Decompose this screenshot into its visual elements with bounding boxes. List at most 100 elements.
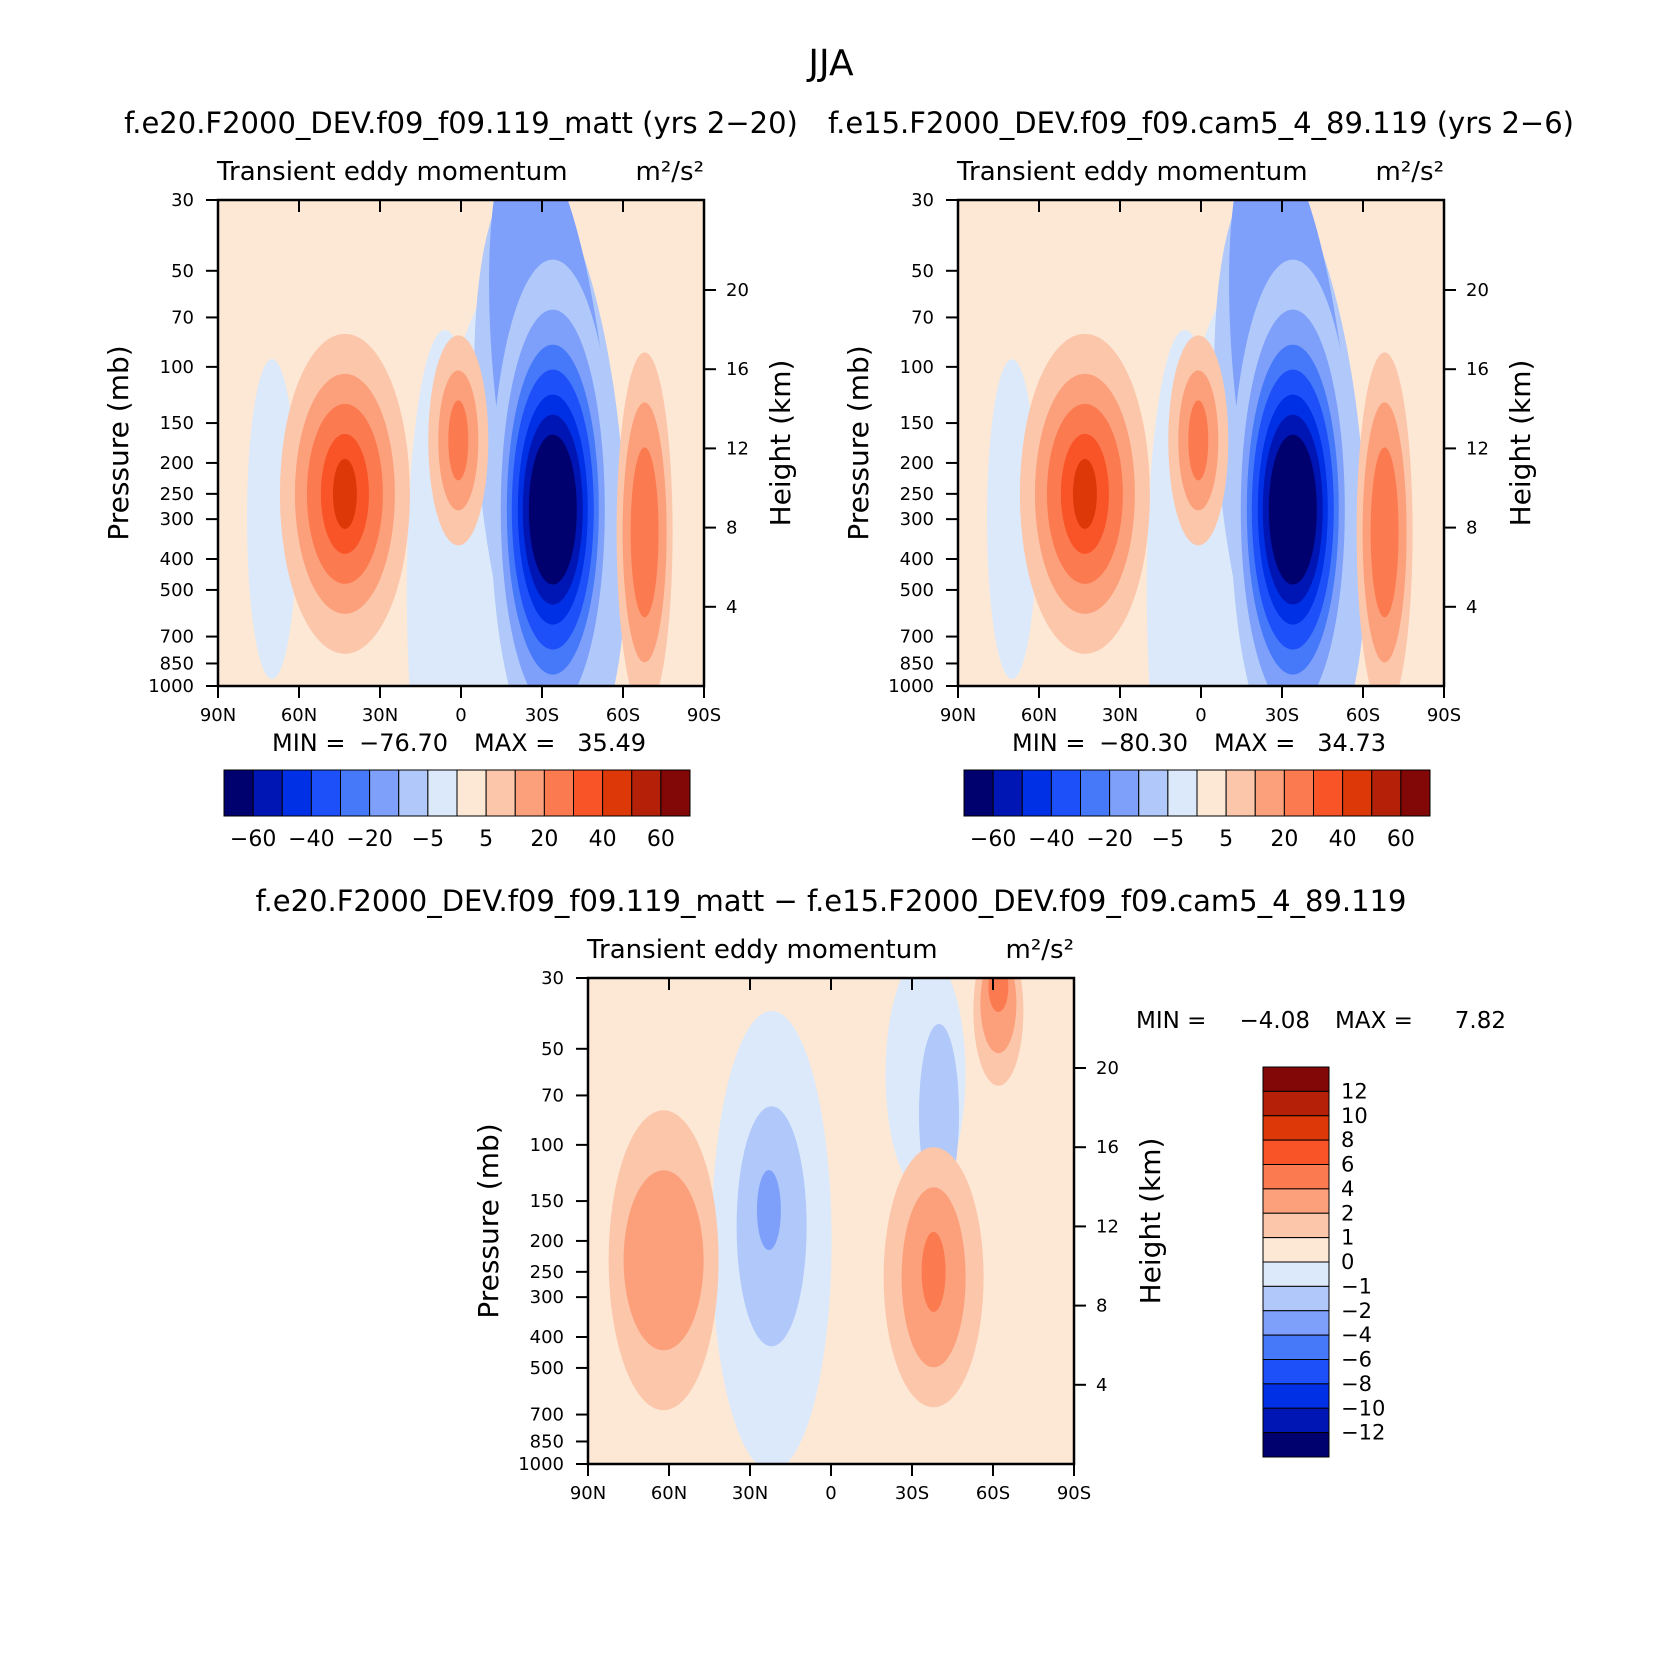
colorbar-label: −20 bbox=[1086, 827, 1132, 852]
colorbar-swatch bbox=[1262, 1383, 1330, 1409]
colorbar-label: 4 bbox=[1341, 1177, 1354, 1201]
y-axis-label: Pressure (mb) bbox=[472, 1123, 505, 1318]
contour-level bbox=[448, 400, 469, 481]
y-tick-label: 300 bbox=[900, 509, 934, 530]
x-tick-label: 0 bbox=[825, 1483, 836, 1504]
y-right-tick-label: 4 bbox=[1096, 1375, 1107, 1396]
colorbar-label: 60 bbox=[1387, 827, 1415, 852]
colorbar-label: 10 bbox=[1341, 1104, 1368, 1128]
x-tick-label: 30S bbox=[895, 1483, 929, 1504]
y-tick-label: 500 bbox=[160, 580, 194, 601]
y-tick-label: 1000 bbox=[888, 676, 934, 697]
units-label: m²/s² bbox=[1376, 157, 1444, 187]
colorbar-label: 40 bbox=[589, 827, 617, 852]
contour-level bbox=[332, 458, 357, 529]
x-tick-label: 60N bbox=[1021, 705, 1057, 726]
x-tick-label: 0 bbox=[1195, 705, 1206, 726]
y-axis-right-label: Height (km) bbox=[764, 360, 797, 527]
colorbar-swatch bbox=[369, 769, 400, 817]
y-tick-label: 1000 bbox=[518, 1454, 564, 1475]
contour-field bbox=[218, 200, 704, 686]
y-axis-right-label: Height (km) bbox=[1504, 360, 1537, 527]
colorbar-swatch bbox=[1313, 769, 1344, 817]
colorbar: −60 −40 −20 −5 5 20 40 60 bbox=[963, 769, 1431, 852]
colorbar-swatch bbox=[543, 769, 574, 817]
colorbar-swatch bbox=[1400, 769, 1431, 817]
x-tick-label: 90N bbox=[200, 705, 236, 726]
colorbar-swatch bbox=[1262, 1285, 1330, 1312]
y-axis-right-label: Height (km) bbox=[1134, 1138, 1167, 1305]
units-label: m²/s² bbox=[1006, 935, 1074, 965]
y-right-tick-label: 20 bbox=[1096, 1058, 1119, 1079]
y-right-tick-label: 20 bbox=[726, 280, 749, 301]
colorbar-swatch bbox=[281, 769, 312, 817]
y-tick-label: 700 bbox=[160, 627, 194, 648]
y-right-tick-label: 12 bbox=[1096, 1216, 1119, 1237]
y-right-tick-label: 16 bbox=[1466, 359, 1489, 380]
y-tick-label: 30 bbox=[541, 968, 564, 989]
x-tick-label: 60N bbox=[651, 1483, 687, 1504]
case-title: f.e20.F2000_DEV.f09_f09.119_matt − f.e15… bbox=[255, 884, 1406, 918]
y-axis-right: 20 16 12 8 4 bbox=[704, 280, 749, 618]
contour-level bbox=[756, 1170, 781, 1251]
x-tick-label: 60N bbox=[281, 705, 317, 726]
colorbar-swatch bbox=[1138, 769, 1169, 817]
colorbar-swatch bbox=[992, 769, 1023, 817]
colorbar-swatch bbox=[660, 769, 691, 817]
max-value: 35.49 bbox=[577, 729, 646, 757]
x-tick-label: 0 bbox=[455, 705, 466, 726]
min-value: −4.08 bbox=[1240, 1008, 1310, 1034]
panel-difference: f.e20.F2000_DEV.f09_f09.119_matt − f.e15… bbox=[255, 884, 1506, 1504]
colorbar-swatch bbox=[427, 769, 458, 817]
colorbar-swatch bbox=[573, 769, 604, 817]
y-tick-label: 250 bbox=[160, 484, 194, 505]
colorbar-swatch bbox=[1021, 769, 1052, 817]
y-tick-label: 70 bbox=[541, 1085, 564, 1106]
y-right-tick-label: 12 bbox=[726, 438, 749, 459]
x-axis: 90N 60N 30N 0 30S 60S 90S bbox=[940, 200, 1461, 726]
panel-control: f.e15.F2000_DEV.f09_f09.cam5_4_89.119 (y… bbox=[828, 106, 1574, 852]
colorbar-swatch bbox=[1262, 1432, 1330, 1458]
colorbar-label: 8 bbox=[1341, 1128, 1354, 1152]
colorbar-swatch bbox=[1262, 1237, 1330, 1263]
min-label: MIN = bbox=[272, 729, 345, 757]
y-tick-label: 70 bbox=[911, 307, 934, 328]
colorbar-label: −8 bbox=[1341, 1372, 1372, 1396]
x-tick-label: 90N bbox=[940, 705, 976, 726]
colorbar-swatch bbox=[1262, 1066, 1330, 1092]
y-tick-label: 850 bbox=[160, 653, 194, 674]
colorbar-swatch bbox=[1262, 1212, 1330, 1239]
contour-level bbox=[1188, 400, 1209, 481]
y-tick-label: 30 bbox=[171, 190, 194, 211]
y-tick-label: 150 bbox=[900, 413, 934, 434]
min-value: −80.30 bbox=[1099, 729, 1188, 757]
colorbar-swatch bbox=[1109, 769, 1140, 817]
colorbar-swatch bbox=[1262, 1261, 1330, 1287]
colorbar-swatch bbox=[1262, 1334, 1330, 1360]
colorbar-swatch bbox=[1262, 1090, 1330, 1117]
colorbar-label: −40 bbox=[288, 827, 334, 852]
colorbar-swatch bbox=[1080, 769, 1111, 817]
colorbar-swatch bbox=[1262, 1407, 1330, 1434]
y-right-tick-label: 8 bbox=[1096, 1296, 1107, 1317]
panel-subtitle: Transient eddy momentum bbox=[956, 157, 1308, 187]
colorbar-swatch bbox=[485, 769, 516, 817]
y-tick-label: 150 bbox=[160, 413, 194, 434]
colorbar-label: −5 bbox=[1152, 827, 1184, 852]
y-tick-label: 200 bbox=[160, 453, 194, 474]
colorbar: −60 −40 −20 −5 5 20 40 60 bbox=[223, 769, 691, 852]
y-tick-label: 100 bbox=[530, 1135, 564, 1156]
colorbar-label: 5 bbox=[479, 827, 493, 852]
x-axis: 90N 60N 30N 0 30S 60S 90S bbox=[200, 200, 721, 726]
max-label: MAX = bbox=[1214, 729, 1295, 757]
colorbar-label: −60 bbox=[230, 827, 276, 852]
colorbar-swatch bbox=[223, 769, 254, 817]
y-tick-label: 200 bbox=[900, 453, 934, 474]
min-value: −76.70 bbox=[359, 729, 448, 757]
y-tick-label: 850 bbox=[530, 1431, 564, 1452]
y-tick-label: 70 bbox=[171, 307, 194, 328]
x-tick-label: 90S bbox=[687, 705, 721, 726]
